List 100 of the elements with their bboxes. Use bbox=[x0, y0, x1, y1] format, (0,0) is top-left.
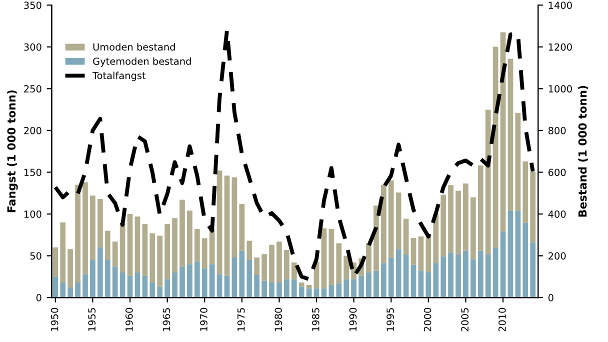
bar bbox=[366, 272, 372, 298]
bar bbox=[478, 250, 484, 298]
bar bbox=[291, 262, 297, 280]
bar bbox=[254, 257, 260, 275]
bar bbox=[134, 216, 140, 272]
x-tick-label: 1950 bbox=[50, 308, 58, 331]
bar bbox=[530, 172, 536, 242]
bar bbox=[269, 244, 274, 282]
legend-label: Umoden bestand bbox=[93, 43, 175, 51]
y2-tick-label: 600 bbox=[548, 168, 566, 176]
bar bbox=[52, 247, 58, 277]
bar bbox=[68, 288, 74, 298]
bar bbox=[134, 272, 140, 298]
bar bbox=[515, 210, 521, 298]
bar bbox=[246, 240, 252, 260]
bar bbox=[500, 231, 506, 298]
bar bbox=[396, 192, 402, 250]
bar bbox=[522, 222, 528, 298]
bar bbox=[380, 184, 386, 264]
bar bbox=[194, 229, 200, 262]
bar bbox=[232, 257, 238, 298]
bar bbox=[180, 266, 185, 298]
bar bbox=[276, 242, 282, 282]
bar bbox=[216, 170, 222, 274]
bar bbox=[150, 233, 156, 282]
bar bbox=[470, 259, 476, 298]
y-tick-label: 0 bbox=[36, 294, 42, 302]
bar bbox=[276, 282, 282, 298]
bar bbox=[90, 196, 96, 260]
bar bbox=[448, 185, 454, 252]
bar bbox=[456, 190, 461, 255]
bar bbox=[306, 285, 312, 288]
bar bbox=[448, 252, 454, 298]
bar bbox=[254, 274, 260, 298]
y-axis-title: Fangst (1 000 tonn) bbox=[7, 90, 18, 212]
y2-tick-label: 1000 bbox=[548, 85, 572, 93]
y-tick-label: 300 bbox=[24, 43, 42, 51]
bar bbox=[380, 263, 386, 298]
bar bbox=[246, 260, 252, 298]
x-tick-label: 2010 bbox=[498, 308, 506, 332]
bar bbox=[403, 218, 409, 255]
bar bbox=[522, 161, 528, 223]
bar bbox=[60, 282, 66, 298]
bar bbox=[530, 242, 536, 298]
bar bbox=[291, 279, 297, 298]
bar bbox=[209, 229, 215, 264]
bar bbox=[328, 229, 334, 286]
bar bbox=[150, 282, 156, 298]
bar bbox=[426, 236, 432, 272]
bar bbox=[388, 258, 394, 298]
bar bbox=[515, 112, 521, 211]
bar bbox=[492, 248, 498, 298]
bar bbox=[351, 279, 356, 298]
bar bbox=[172, 218, 178, 272]
bar bbox=[463, 184, 468, 251]
y2-axis-title: Bestand (1 000 tonn) bbox=[578, 86, 588, 217]
bar bbox=[440, 194, 446, 256]
bar bbox=[164, 224, 170, 280]
bar bbox=[142, 276, 148, 298]
bar bbox=[403, 254, 409, 298]
bar bbox=[418, 270, 424, 298]
bar bbox=[478, 165, 484, 251]
bar bbox=[104, 230, 110, 260]
bar bbox=[180, 200, 185, 267]
bar bbox=[60, 222, 66, 282]
bar bbox=[232, 177, 238, 258]
bar bbox=[224, 276, 230, 298]
bar bbox=[485, 110, 491, 255]
y2-tick-label: 1200 bbox=[548, 43, 572, 51]
bar bbox=[90, 260, 96, 298]
x-tick-label: 2000 bbox=[424, 308, 432, 332]
x-tick-label: 2005 bbox=[461, 308, 469, 332]
y-tick-label: 150 bbox=[24, 168, 42, 176]
bar bbox=[75, 282, 80, 298]
y-tick-label: 200 bbox=[24, 126, 42, 134]
y2-tick-label: 1400 bbox=[548, 2, 572, 9]
bar bbox=[52, 276, 58, 298]
bar bbox=[187, 264, 192, 298]
bar bbox=[470, 197, 476, 260]
bar bbox=[433, 263, 439, 298]
bar bbox=[75, 184, 80, 282]
bar bbox=[328, 285, 334, 298]
y2-tick-label: 200 bbox=[548, 252, 566, 260]
bar bbox=[68, 249, 74, 288]
y2-tick-label: 0 bbox=[548, 294, 554, 302]
bar bbox=[209, 264, 215, 298]
bar bbox=[202, 238, 208, 268]
bar bbox=[262, 280, 267, 298]
bar bbox=[321, 228, 327, 288]
bar bbox=[157, 236, 163, 287]
bar bbox=[172, 272, 178, 298]
y2-tick-label: 800 bbox=[548, 126, 566, 134]
bar bbox=[418, 236, 424, 270]
bar bbox=[120, 224, 126, 272]
bar bbox=[269, 282, 274, 298]
bar bbox=[508, 58, 514, 211]
bar bbox=[388, 180, 394, 258]
bar bbox=[298, 282, 304, 287]
legend-label: Totalfangst bbox=[92, 72, 146, 82]
x-tick-label: 1965 bbox=[162, 308, 170, 331]
